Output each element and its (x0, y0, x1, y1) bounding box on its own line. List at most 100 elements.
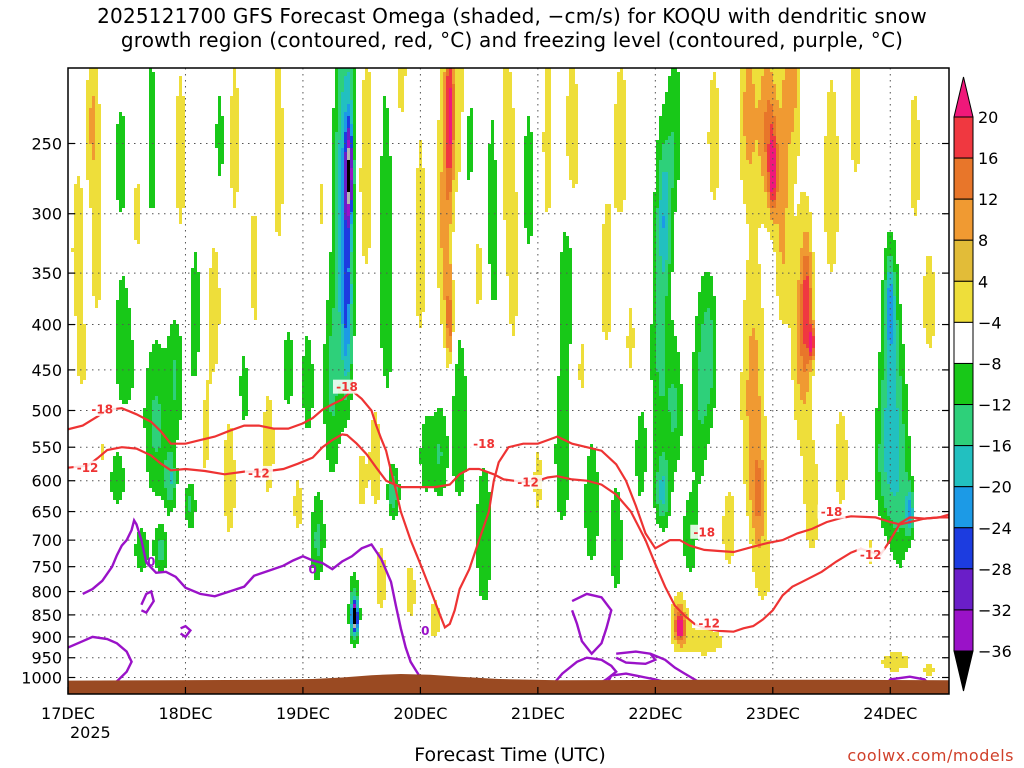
omega-cell (923, 276, 926, 328)
omega-cell (596, 472, 599, 536)
omega-cell (347, 268, 350, 272)
omega-cell (254, 216, 257, 320)
time-tick-label: 18DEC (158, 704, 212, 723)
dgz-label-bg (690, 524, 719, 539)
omega-cell (392, 476, 395, 508)
omega-cell (755, 460, 758, 516)
colorbar-segment (953, 280, 974, 323)
omega-cell (347, 116, 350, 128)
omega-cell (731, 496, 734, 556)
omega-cell (488, 492, 491, 580)
omega-cell (92, 160, 95, 296)
omega-cell (761, 68, 764, 76)
omega-cell (785, 208, 788, 324)
pressure-tick-label: 950 (31, 649, 62, 668)
omega-cell (887, 288, 890, 340)
omega-cell (716, 632, 719, 648)
omega-cell (377, 424, 380, 500)
time-tick-label: 20DEC (393, 704, 447, 723)
omega-cell (812, 356, 815, 360)
omega-cell (917, 120, 920, 200)
omega-cell (350, 136, 353, 148)
pressure-tick-label: 400 (31, 316, 62, 335)
omega-cell (203, 400, 206, 468)
omega-cell (161, 540, 164, 560)
omega-cell (698, 352, 701, 420)
omega-cell (875, 408, 878, 500)
omega-cell (350, 604, 353, 608)
omega-cell (173, 360, 176, 400)
omega-cell (344, 356, 347, 376)
omega-cell (224, 440, 227, 516)
omega-cell (356, 608, 359, 612)
omega-cell (545, 68, 548, 212)
colorbar-tick-label: −20 (978, 478, 1012, 497)
omega-cell (437, 464, 440, 496)
freezing-level-contour-line (140, 589, 155, 615)
omega-cell (743, 136, 746, 204)
omega-cell (758, 156, 761, 228)
omega-cell (806, 392, 809, 540)
omega-cell (341, 148, 344, 324)
omega-cell (803, 404, 806, 504)
omega-cell (413, 580, 416, 604)
omega-cell (212, 248, 215, 372)
omega-cell (674, 68, 677, 212)
omega-cell (356, 580, 359, 596)
omega-cell (839, 412, 842, 504)
omega-cell (350, 636, 353, 644)
omega-cell (341, 360, 344, 392)
omega-cell (119, 280, 122, 400)
omega-cell (674, 620, 677, 632)
colorbar-segment (953, 321, 974, 364)
omega-cell (194, 252, 197, 376)
omega-cell (668, 76, 671, 136)
omega-cell (74, 184, 77, 316)
omega-cell (386, 484, 389, 500)
omega-cell (677, 616, 680, 620)
omega-cell (350, 576, 353, 592)
omega-cell (89, 144, 92, 208)
omega-cell (755, 68, 758, 108)
omega-cell (275, 68, 278, 232)
freezing-level-label: 0 (421, 624, 429, 638)
omega-cell (317, 524, 320, 556)
omega-cell (800, 284, 803, 356)
omega-cell (764, 112, 767, 152)
omega-cell (458, 340, 461, 496)
omega-cell (434, 412, 437, 492)
omega-cell (659, 256, 662, 396)
omega-cell (455, 364, 458, 492)
omega-cell (524, 136, 527, 228)
omega-cell (797, 68, 800, 156)
omega-cell (440, 68, 443, 172)
omega-cell (530, 132, 533, 236)
omega-cell (158, 560, 161, 572)
omega-cell (896, 264, 899, 320)
omega-cell (773, 224, 776, 252)
omega-cell (698, 420, 701, 484)
omega-cell (773, 136, 776, 148)
omega-cell (389, 504, 392, 516)
omega-cell (389, 484, 392, 504)
omega-cell (176, 468, 179, 484)
omega-cell (506, 68, 509, 276)
pressure-tick-label: 250 (31, 135, 62, 154)
omega-cell (476, 244, 479, 304)
omega-cell (587, 456, 590, 556)
omega-cell (353, 596, 356, 600)
omega-cell (674, 632, 677, 640)
omega-cell (779, 252, 782, 320)
omega-cell (218, 288, 221, 324)
omega-cell (575, 84, 578, 184)
omega-cell (767, 540, 770, 592)
omega-cell (890, 272, 893, 284)
omega-cell (773, 148, 776, 188)
omega-cell (89, 68, 92, 108)
omega-cell (350, 304, 353, 364)
omega-cell (347, 148, 350, 160)
omega-cell (749, 68, 752, 164)
omega-cell (770, 220, 773, 240)
omega-cell (905, 536, 908, 552)
omega-cell (758, 68, 761, 100)
